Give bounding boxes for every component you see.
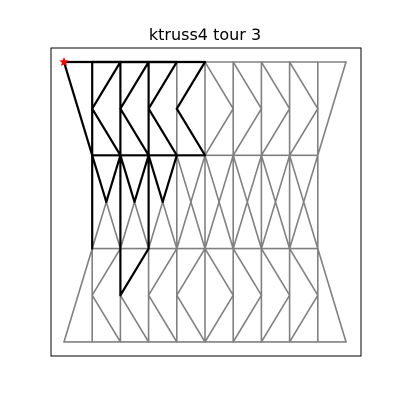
tour-edge — [91, 154, 108, 204]
graph-edge — [260, 107, 291, 157]
graph-edge — [316, 247, 347, 343]
tour-edge — [161, 154, 178, 204]
graph-edge — [204, 201, 220, 250]
graph-edge — [260, 201, 277, 250]
tour-edge — [91, 60, 122, 110]
graph-edge — [176, 201, 192, 250]
graph-edge — [218, 201, 234, 250]
start-marker-layer — [59, 57, 69, 67]
graph-edge — [260, 247, 291, 297]
graph-edge — [119, 294, 150, 343]
graph-edge — [204, 247, 234, 297]
graph-edge — [91, 247, 122, 297]
graph-edge — [288, 294, 319, 343]
graph-edge — [302, 201, 319, 250]
figure-title: ktruss4 tour 3 — [149, 25, 261, 44]
graph-edge — [218, 154, 234, 203]
graph-edge — [260, 294, 291, 343]
graph-edge — [232, 154, 249, 203]
graph-edge — [288, 61, 319, 110]
graph-edge — [232, 107, 263, 157]
tour-edge — [62, 60, 94, 157]
graph-edge — [288, 107, 319, 157]
graph-edge — [63, 247, 93, 343]
graph-edge — [316, 61, 347, 157]
graph-edge — [288, 154, 305, 203]
tour-edge — [105, 154, 122, 204]
graph-edge — [274, 154, 291, 203]
start-star-icon — [59, 57, 69, 67]
graph-edge — [147, 201, 164, 250]
graph-edge — [147, 247, 178, 297]
graph-edge — [190, 201, 206, 250]
graph-edge — [204, 154, 220, 203]
tour-edges — [62, 60, 207, 297]
tour-edge — [119, 247, 150, 297]
graph-edge — [232, 201, 249, 250]
tour-edge — [91, 107, 122, 157]
graph-edge — [190, 154, 206, 203]
tour-edge — [147, 154, 164, 204]
graph-edge — [204, 107, 234, 157]
graph-edge — [204, 294, 234, 343]
graph-edge — [232, 247, 263, 297]
graph-edge — [204, 61, 234, 110]
tour-edge — [119, 154, 136, 204]
graph-edge — [232, 61, 263, 110]
graph-edge — [246, 154, 263, 203]
graph-edge — [302, 154, 319, 203]
tour-edge — [133, 154, 150, 204]
tour-edge — [147, 107, 178, 157]
graph-edge — [119, 201, 136, 250]
tour-edge — [119, 107, 150, 157]
graph-edge — [147, 294, 178, 343]
tour-edge — [147, 60, 178, 110]
graph-edge — [176, 247, 206, 297]
graph-edge — [161, 201, 178, 250]
graph-edge — [288, 201, 305, 250]
graph-edge — [133, 201, 150, 250]
graph-edge — [246, 201, 263, 250]
axes-frame — [50, 47, 362, 357]
graph-edge — [105, 201, 122, 250]
graph-edge — [260, 61, 291, 110]
tour-edge — [175, 60, 207, 110]
tour-edge — [119, 60, 150, 110]
graph-edge — [260, 154, 277, 203]
graph-edge — [91, 201, 108, 250]
graph-edge — [288, 247, 319, 297]
tour-edge — [175, 107, 207, 157]
graph-edge — [176, 154, 192, 203]
graph-edge — [176, 294, 206, 343]
graph-edge — [91, 294, 122, 343]
graph-edge — [232, 294, 263, 343]
graph-edge — [274, 201, 291, 250]
